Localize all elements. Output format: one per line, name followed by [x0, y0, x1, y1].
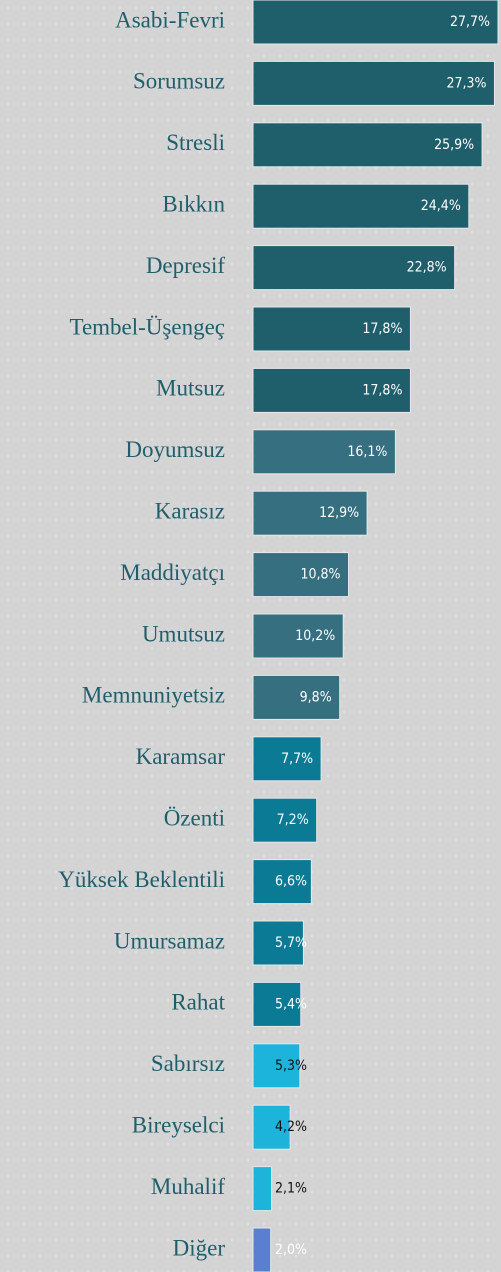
category-label: Tembel-Üşengeç — [70, 314, 226, 339]
bar — [252, 613, 344, 659]
value-label: 9,8% — [300, 689, 332, 705]
value-label: 5,7% — [275, 935, 307, 951]
category-label: Stresli — [166, 130, 225, 155]
value-label: 7,7% — [281, 751, 313, 767]
value-label: 12,9% — [319, 505, 359, 521]
category-label: Depresif — [146, 253, 226, 278]
value-label: 5,3% — [275, 1058, 307, 1074]
bar — [252, 674, 341, 720]
value-label: 10,8% — [301, 567, 341, 583]
category-label: Bıkkın — [162, 191, 225, 216]
category-label: Asabi-Fevri — [115, 7, 225, 32]
bar — [252, 122, 483, 168]
value-label: 5,4% — [275, 996, 307, 1012]
bar — [252, 60, 495, 106]
category-label: Memnuniyetsiz — [82, 683, 225, 708]
category-label: Diğer — [173, 1235, 226, 1260]
value-label: 17,8% — [362, 382, 402, 398]
bar — [252, 981, 302, 1027]
category-label: Sorumsuz — [133, 69, 225, 94]
value-label: 2,0% — [275, 1242, 307, 1258]
value-label: 10,2% — [295, 628, 335, 644]
bar — [252, 736, 322, 782]
category-label: Özenti — [164, 805, 225, 830]
bar — [252, 245, 456, 291]
bar — [252, 797, 318, 843]
category-label: Karamsar — [136, 744, 226, 769]
bar — [252, 1104, 291, 1150]
bar — [252, 1166, 273, 1212]
bar — [252, 0, 499, 45]
bar — [252, 552, 350, 598]
value-label: 4,2% — [275, 1119, 307, 1135]
bar — [252, 183, 470, 229]
bar — [252, 367, 411, 413]
category-label: Yüksek Beklentili — [58, 867, 225, 892]
bar — [252, 429, 396, 475]
value-label: 22,8% — [407, 260, 447, 276]
category-label: Umursamaz — [114, 928, 225, 953]
category-label: Doyumsuz — [125, 437, 225, 462]
value-label: 6,6% — [275, 874, 307, 890]
category-label: Muhalif — [151, 1174, 225, 1199]
bar — [252, 1043, 301, 1089]
bar — [252, 490, 368, 536]
category-label: Rahat — [171, 990, 225, 1015]
value-label: 25,9% — [434, 137, 474, 153]
bar — [252, 920, 304, 966]
value-label: 27,7% — [450, 14, 490, 30]
value-label: 27,3% — [446, 75, 486, 91]
category-label: Umutsuz — [142, 621, 225, 646]
value-label: 16,1% — [347, 444, 387, 460]
bar — [252, 306, 411, 352]
category-label: Bireyselci — [132, 1112, 225, 1137]
category-label: Karasız — [155, 498, 225, 523]
bar — [252, 859, 312, 905]
category-label: Mutsuz — [156, 376, 225, 401]
category-label: Maddiyatçı — [120, 560, 225, 585]
value-label: 7,2% — [277, 812, 309, 828]
bar — [252, 1227, 272, 1272]
value-label: 2,1% — [275, 1181, 307, 1197]
value-label: 17,8% — [362, 321, 402, 337]
category-label: Sabırsız — [151, 1051, 225, 1076]
value-label: 24,4% — [421, 198, 461, 214]
